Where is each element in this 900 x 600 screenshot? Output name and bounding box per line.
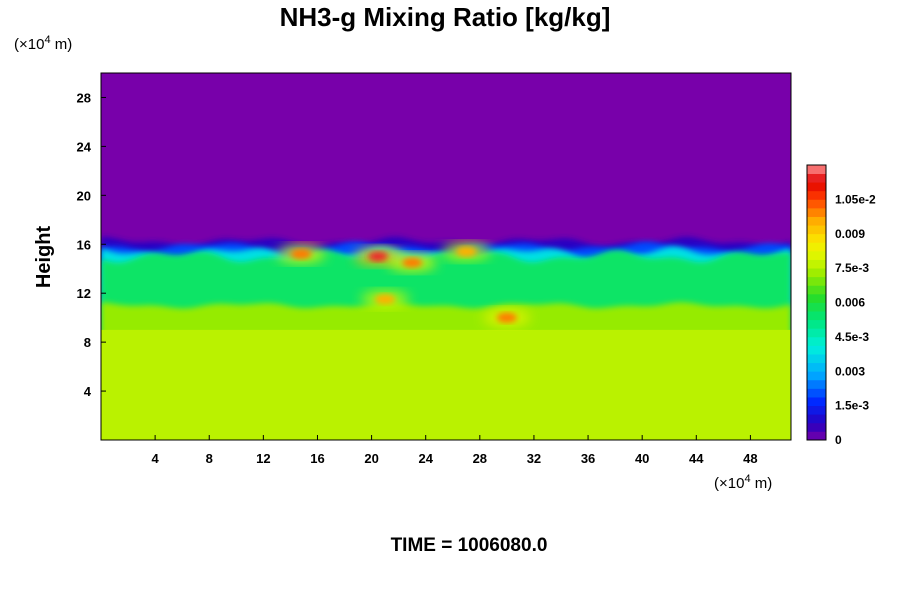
colorbar-tick-label: 0.006 <box>835 296 865 310</box>
colorbar-segment <box>807 293 826 303</box>
y-tick-label: 16 <box>77 237 91 252</box>
x-tick-label: 36 <box>581 451 595 466</box>
hotspot-2 <box>402 257 423 268</box>
y-axis-unit: (×104 m) <box>14 34 72 53</box>
colorbar-segment <box>807 216 826 226</box>
y-tick-label: 4 <box>84 384 92 399</box>
colorbar-segment <box>807 250 826 260</box>
lower-layer <box>101 329 791 440</box>
x-tick-label: 4 <box>152 451 160 466</box>
colorbar-ticks: 0 1.5e-3 0.003 4.5e-3 0.006 7.5e-3 0.009 1.05e-… <box>835 192 876 447</box>
y-axis-ticks: 4 8 12 16 20 24 28 <box>77 90 106 399</box>
colorbar-tick-label: 4.5e-3 <box>835 330 869 344</box>
colorbar-segment <box>807 414 826 424</box>
colorbar-segment <box>807 285 826 295</box>
colorbar-segment <box>807 431 826 441</box>
hotspot-5 <box>496 312 517 323</box>
colorbar-segment <box>807 379 826 389</box>
x-tick-label: 40 <box>635 451 649 466</box>
colorbar-segment <box>807 182 826 192</box>
y-tick-label: 28 <box>77 90 91 105</box>
colorbar-segment <box>807 276 826 286</box>
colorbar-tick-label: 1.05e-2 <box>835 192 876 206</box>
colorbar-segment <box>807 336 826 346</box>
colorbar-segment <box>807 259 826 269</box>
colorbar-segment <box>807 328 826 338</box>
x-axis-unit: (×104 m) <box>714 473 772 492</box>
colorbar-tick-label: 7.5e-3 <box>835 261 869 275</box>
x-tick-label: 24 <box>418 451 433 466</box>
colorbar-segment <box>807 405 826 415</box>
colorbar-segment <box>807 311 826 321</box>
colorbar-segment <box>807 388 826 398</box>
x-tick-label: 20 <box>364 451 378 466</box>
colorbar-segment <box>807 371 826 381</box>
colorbar-segment <box>807 199 826 209</box>
colorbar-segment <box>807 362 826 372</box>
y-tick-label: 8 <box>84 335 91 350</box>
colorbar-segment <box>807 422 826 432</box>
colorbar-frame <box>806 164 827 441</box>
y-axis-label: Height <box>33 226 55 289</box>
x-tick-label: 32 <box>527 451 541 466</box>
hotspot-3 <box>456 246 477 257</box>
x-tick-label: 8 <box>206 451 213 466</box>
heatmap-field <box>101 73 791 440</box>
hotspot-1 <box>291 249 312 260</box>
x-tick-label: 28 <box>473 451 487 466</box>
colorbar-segment <box>807 190 826 200</box>
colorbar-tick-label: 0 <box>835 433 842 447</box>
colorbar-segment <box>807 397 826 407</box>
colorbar-tick-label: 0.009 <box>835 227 865 241</box>
plot-frame <box>100 72 792 441</box>
colorbar-segment <box>807 173 826 183</box>
y-tick-label: 24 <box>77 139 92 154</box>
colorbar-segment <box>807 225 826 235</box>
hotspot-4 <box>375 294 396 305</box>
colorbar-tick-label: 0.003 <box>835 364 865 378</box>
colorbar-segment <box>807 319 826 329</box>
colorbar-segment <box>807 302 826 312</box>
y-tick-label: 20 <box>77 188 91 203</box>
colorbar-segment <box>807 354 826 364</box>
colorbar <box>806 164 827 441</box>
time-label: TIME = 1006080.0 <box>391 535 548 556</box>
chart-title: NH3-g Mixing Ratio [kg/kg] <box>280 2 611 32</box>
colorbar-segment <box>807 268 826 278</box>
colorbar-tick-label: 1.5e-3 <box>835 399 869 413</box>
colorbar-segment <box>807 233 826 243</box>
x-axis-ticks: 4 8 12 16 20 24 28 32 36 40 44 48 <box>152 435 758 466</box>
x-tick-label: 48 <box>743 451 757 466</box>
colorbar-segment <box>807 242 826 252</box>
x-tick-label: 12 <box>256 451 270 466</box>
colorbar-segment <box>807 165 826 174</box>
colorbar-segment <box>807 345 826 355</box>
hotspot-0 <box>368 251 389 262</box>
y-tick-label: 12 <box>77 286 91 301</box>
colorbar-segment <box>807 207 826 217</box>
x-tick-label: 16 <box>310 451 324 466</box>
x-tick-label: 44 <box>689 451 704 466</box>
